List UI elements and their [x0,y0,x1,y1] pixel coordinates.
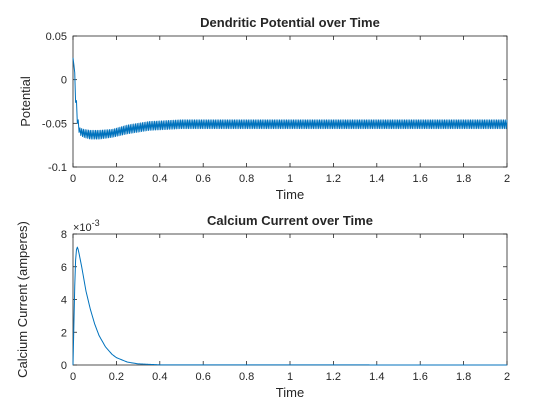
calcium-ytick-label: 8 [61,229,67,241]
potential-xtick-label: 1.8 [456,173,471,185]
potential-chart-title: Dendritic Potential over Time [200,15,380,30]
potential-xtick-label: 0.2 [109,173,124,185]
calcium-xtick-label: 0.2 [109,371,124,383]
calcium-xtick-label: 0.4 [152,371,167,383]
calcium-xtick-label: 1.8 [456,371,471,383]
calcium-ytick-label: 2 [61,327,67,339]
potential-ytick-label: 0.05 [46,31,67,43]
calcium-xtick-label: 1.2 [326,371,341,383]
calcium-xtick-label: 0.6 [196,371,211,383]
calcium-xtick-label: 1.4 [369,371,384,383]
calcium-series-line [72,246,507,366]
potential-x-axis-label: Time [276,187,304,202]
potential-xtick-label: 0 [70,173,76,185]
calcium-exponent-label: ×10-3 [73,218,100,234]
calcium-xtick-label: 0.8 [239,371,254,383]
potential-axes: 0 0.2 0.4 0.6 0.8 1 1.2 1.4 1.6 1.8 2 -0.1 -0.05 0 0.0… [18,15,510,202]
calcium-xtick-label: 1.6 [413,371,428,383]
potential-ytick-label: -0.1 [48,162,67,174]
calcium-ytick-label: 6 [61,262,67,274]
potential-xtick-label: 0.8 [239,173,254,185]
potential-series-line [72,57,508,140]
potential-xtick-label: 2 [504,173,510,185]
calcium-ytick-label: 0 [61,360,67,372]
calcium-x-axis-label: Time [276,385,304,400]
calcium-y-axis-label: Calcium Current (amperes) [15,221,30,378]
calcium-ytick-label: 4 [61,295,67,307]
potential-xtick-label: 0.4 [152,173,167,185]
calcium-xtick-label: 2 [504,371,510,383]
potential-xtick-label: 1.6 [413,173,428,185]
calcium-chart-title: Calcium Current over Time [207,213,373,228]
calcium-xtick-label: 1 [287,371,293,383]
calcium-xtick-label: 0 [70,371,76,383]
calcium-axes: 0 0.2 0.4 0.6 0.8 1 1.2 1.4 1.6 1.8 2 0 2 4 6 8 Calcium … [15,213,510,400]
potential-ytick-label: -0.05 [42,118,67,130]
potential-y-axis-label: Potential [18,76,33,127]
potential-xtick-label: 1.4 [369,173,384,185]
potential-xtick-label: 1.2 [326,173,341,185]
calcium-axes-box [72,233,508,366]
potential-xtick-label: 1 [287,173,293,185]
potential-xtick-label: 0.6 [196,173,211,185]
potential-axes-box [72,35,508,168]
potential-ytick-label: 0 [61,75,67,87]
